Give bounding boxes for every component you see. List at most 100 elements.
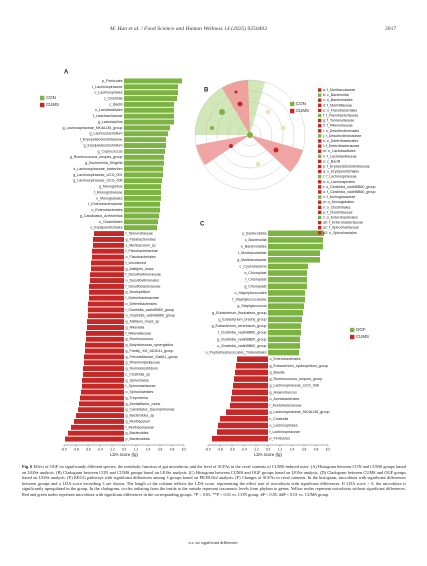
- feature-label: o_Flavobacteriales: [126, 255, 156, 259]
- x-tick-label: -1.2: [253, 447, 259, 451]
- bar: [268, 276, 307, 283]
- feature-label: g_Family_XIII_AD3011_group: [126, 349, 174, 353]
- bar: [85, 342, 124, 348]
- feature-label: f_Staphylococcaceae: [232, 298, 266, 302]
- bar: [217, 429, 268, 435]
- feature-label: g_Prevotellaceae_Ga6A1_group: [126, 355, 178, 359]
- taxon-label: v: f_Monoglobaceae: [323, 195, 355, 199]
- feature-label: p_Firmicutes: [270, 437, 291, 441]
- bar: [233, 382, 268, 389]
- bar: [226, 409, 268, 415]
- taxon-swatch: [318, 226, 322, 230]
- taxon-swatch: [318, 169, 322, 174]
- bar: [268, 243, 323, 250]
- feature-label: f_Flavobacteriaceae: [125, 249, 157, 253]
- taxon-swatch: [318, 200, 322, 204]
- feature-label: o_Acetobacterales: [270, 397, 300, 401]
- taxon-label: q: o_Erysipelotrichales: [323, 170, 359, 174]
- feature-label: o_Clostridia_vadinBB60_group: [126, 314, 176, 318]
- bar: [92, 254, 124, 260]
- feature-label: g_Eubacterium_brachy_group: [218, 317, 266, 321]
- taxon-swatch: [318, 175, 322, 179]
- panel-label: B: [204, 88, 209, 94]
- feature-label: o_Desulfovibrionales: [126, 279, 160, 283]
- bar: [124, 90, 178, 96]
- taxon-label: n: f_Lactobacillaceae: [323, 154, 357, 158]
- taxon-label: a1: f_Spirochaetaceae: [323, 226, 359, 230]
- feature-label: g_Treponema: [126, 396, 148, 400]
- bar: [78, 407, 124, 413]
- feature-label: p_Bacteroidota: [242, 231, 266, 235]
- x-tick-label: 6.0: [326, 447, 331, 451]
- bar: [90, 272, 124, 278]
- bar: [124, 125, 170, 131]
- feature-label: o_Spirochaetales: [126, 390, 154, 394]
- bar: [268, 310, 303, 316]
- legend-swatch: [40, 102, 45, 108]
- bar: [124, 96, 177, 102]
- feature-label: g_Butyricimonas_synergistica: [126, 343, 174, 347]
- feature-label: o_Erysipelotrichales: [90, 226, 122, 230]
- taxon-swatch: [318, 124, 322, 128]
- bar: [93, 236, 124, 242]
- taxon-swatch: [318, 231, 322, 235]
- bar: [268, 343, 300, 349]
- legend-label: CON: [296, 101, 306, 106]
- bar: [79, 401, 124, 407]
- feature-label: g_Mucispirillum: [126, 290, 151, 294]
- bar: [235, 369, 268, 376]
- feature-label: g_Lachnospiraceae_NK4A136_group: [270, 410, 330, 414]
- bar: [230, 402, 268, 409]
- feature-label: o_Enterobacterales: [91, 208, 122, 212]
- taxon-swatch: [318, 205, 322, 209]
- x-tick-label: -6.0: [205, 447, 211, 451]
- bar: [92, 248, 124, 254]
- feature-label: p_Firmicutes: [102, 79, 123, 83]
- x-tick-label: -2.4: [97, 447, 103, 451]
- taxon-swatch: [318, 118, 322, 123]
- taxon-swatch: [318, 180, 322, 184]
- taxon-label: d: f_Marinifilaceae: [323, 103, 352, 107]
- bar: [124, 172, 163, 178]
- feature-label: g_Rhamnolipidiaceae: [126, 361, 161, 365]
- feature-label: o_Clostridia_vadinBB60_group: [217, 344, 267, 348]
- feature-label: g_Parabacteroides: [126, 237, 156, 241]
- feature-label: g_Alistipes_inops: [126, 267, 154, 271]
- bar: [83, 366, 124, 372]
- feature-label: o_Clostridiales: [99, 220, 123, 224]
- taxon-label: o: c_Bacilli: [323, 159, 340, 163]
- taxon-label: r: f_Lachnospiraceae: [323, 175, 357, 179]
- feature-label: g_Eubacterium_fissicatena_group: [212, 311, 266, 315]
- feature-label: f_Deferribacteraceae: [125, 296, 159, 300]
- x-tick-label: 2.4: [146, 447, 151, 451]
- taxon-swatch: [318, 129, 322, 133]
- bar: [124, 119, 174, 125]
- bar: [220, 416, 268, 422]
- x-tick-label: -6.0: [61, 447, 67, 451]
- feature-label: f_Lactobacillaceae: [93, 114, 123, 118]
- bar: [124, 166, 163, 172]
- taxon-swatch: [318, 215, 322, 220]
- feature-label: g_Rikenella: [126, 325, 145, 329]
- bar: [234, 376, 268, 382]
- page-number: 2017: [385, 26, 397, 32]
- bar: [88, 307, 124, 313]
- legend-label: CUMS: [46, 102, 59, 107]
- taxon-swatch: [318, 134, 322, 138]
- bar: [124, 107, 174, 113]
- feature-label: g_Muribaculum: [126, 419, 151, 423]
- feature-label: f_Lachnospiraceae: [269, 430, 299, 434]
- bar: [82, 383, 124, 389]
- taxon-label: w: o_Monoglobales: [323, 200, 354, 204]
- bar: [124, 143, 166, 148]
- bar: [124, 131, 168, 137]
- taxon-label: a: f_Muribaculaceae: [323, 88, 355, 92]
- bar: [268, 263, 308, 270]
- feature-label: f_Clostridia_vadinBB60_group: [218, 331, 267, 335]
- caption-note: n.s. no significant difference.: [188, 540, 239, 545]
- bar: [83, 372, 124, 377]
- bar: [124, 184, 161, 190]
- bar: [81, 389, 124, 395]
- feature-label: g_Escherichia_Shigella: [85, 161, 122, 165]
